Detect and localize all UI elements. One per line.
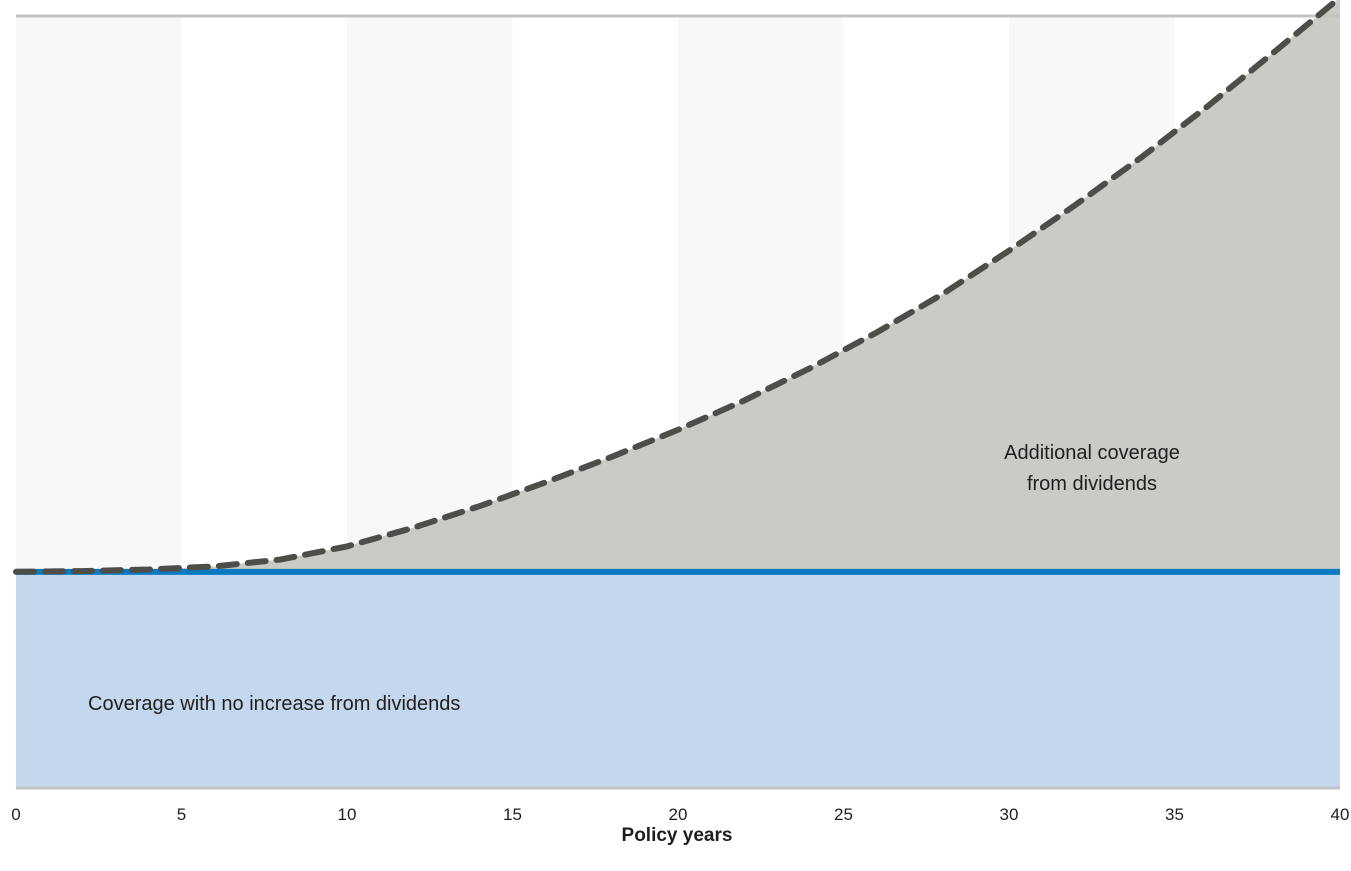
x-tick-label: 40 [1331,805,1350,824]
base-area-label: Coverage with no increase from dividends [88,693,460,715]
x-tick-label: 35 [1165,805,1184,824]
dividend-coverage-area [16,0,1340,572]
x-axis-ticks: 0 5 10 15 20 25 30 35 40 [11,805,1349,824]
x-tick-label: 5 [177,805,186,824]
dividend-area-label-line1: Additional coverage [1004,442,1180,464]
dividend-coverage-line [13,0,1342,575]
x-axis-title: Policy years [622,825,733,846]
x-tick-label: 30 [1000,805,1019,824]
dividend-area-label-line2: from dividends [1027,473,1157,495]
x-tick-label: 20 [669,805,688,824]
x-tick-label: 15 [503,805,522,824]
x-tick-label: 0 [11,805,20,824]
x-tick-label: 25 [834,805,853,824]
x-tick-label: 10 [338,805,357,824]
base-coverage-area [16,571,1340,788]
